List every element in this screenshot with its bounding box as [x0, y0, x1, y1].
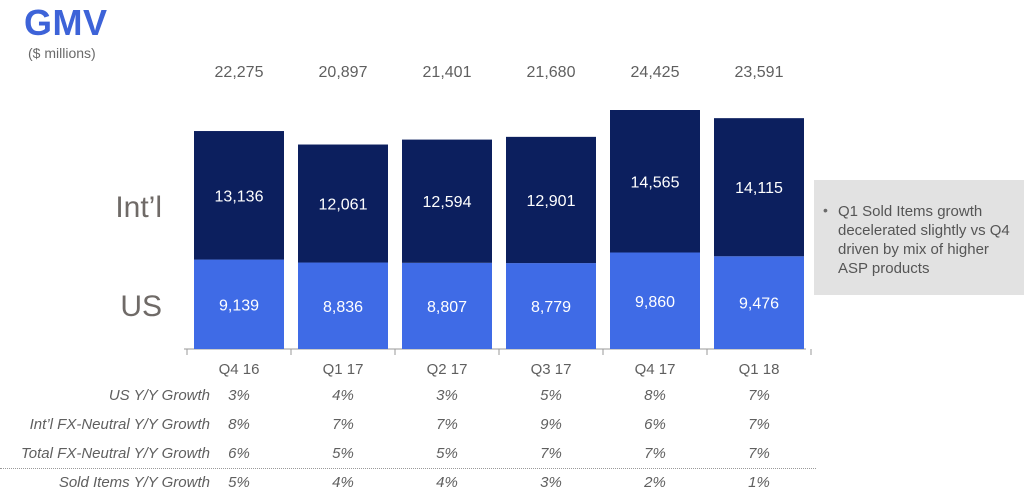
- growth-cell: 7%: [332, 416, 354, 433]
- growth-cell: 5%: [332, 445, 354, 462]
- bar-intl: [402, 139, 492, 263]
- growth-row-label: Sold Items Y/Y Growth: [58, 474, 210, 491]
- bar-intl-value-label: 12,061: [319, 197, 368, 214]
- bar-intl-value-label: 14,115: [735, 180, 783, 197]
- bar-us: [610, 252, 700, 349]
- growth-cell: 7%: [748, 416, 770, 433]
- growth-cell: 6%: [644, 416, 666, 433]
- bar-us: [506, 263, 596, 349]
- bar-intl: [610, 110, 700, 253]
- intl-segment-label: Int’l: [115, 191, 162, 224]
- x-tick-label: Q3 17: [531, 361, 572, 378]
- growth-cell: 7%: [748, 445, 770, 462]
- bar-total-label: 21,401: [423, 64, 472, 81]
- growth-cell: 6%: [228, 445, 250, 462]
- bar-us-value-label: 8,807: [427, 299, 467, 316]
- x-tick-label: Q2 17: [427, 361, 468, 378]
- growth-cell: 4%: [436, 474, 458, 491]
- growth-cell: 3%: [540, 474, 562, 491]
- growth-cell: 7%: [644, 445, 666, 462]
- growth-cell: 8%: [228, 416, 250, 433]
- growth-cell: 2%: [644, 474, 666, 491]
- bar-intl: [194, 131, 284, 260]
- bar-us: [402, 262, 492, 349]
- growth-cell: 7%: [540, 445, 562, 462]
- bar-total-label: 24,425: [631, 64, 680, 81]
- bar-total-label: 20,897: [319, 64, 368, 81]
- growth-cell: 8%: [644, 387, 666, 404]
- bar-intl: [298, 144, 388, 263]
- table-divider: [0, 468, 816, 469]
- callout-box: • Q1 Sold Items growth decelerated sligh…: [814, 180, 1024, 295]
- bar-us-value-label: 9,860: [635, 294, 675, 311]
- bar-total-label: 23,591: [735, 64, 784, 81]
- callout-text: Q1 Sold Items growth decelerated slightl…: [838, 203, 1010, 277]
- bar-intl-value-label: 12,901: [527, 193, 576, 210]
- bar-us-value-label: 9,476: [739, 296, 779, 313]
- growth-cell: 7%: [436, 416, 458, 433]
- bar-intl: [714, 118, 804, 257]
- bar-intl-value-label: 13,136: [215, 188, 264, 205]
- x-tick-label: Q4 16: [219, 361, 260, 378]
- growth-cell: 5%: [436, 445, 458, 462]
- growth-row-label: Int’l FX-Neutral Y/Y Growth: [29, 416, 210, 433]
- growth-cell: 3%: [436, 387, 458, 404]
- growth-cell: 9%: [540, 416, 562, 433]
- growth-cell: 4%: [332, 387, 354, 404]
- bar-us: [714, 256, 804, 349]
- bar-intl-value-label: 12,594: [423, 194, 472, 211]
- x-tick-label: Q1 18: [739, 361, 780, 378]
- chart-subtitle: ($ millions): [28, 45, 96, 61]
- growth-cell: 7%: [748, 387, 770, 404]
- bar-us: [298, 262, 388, 349]
- bar-intl-value-label: 14,565: [631, 174, 680, 191]
- growth-cell: 5%: [228, 474, 250, 491]
- bar-total-label: 21,680: [527, 64, 576, 81]
- callout-bullet: •: [823, 202, 828, 218]
- growth-cell: 5%: [540, 387, 562, 404]
- chart-title: GMV: [24, 2, 108, 43]
- growth-cell: 4%: [332, 474, 354, 491]
- growth-cell: 3%: [228, 387, 250, 404]
- bar-us-value-label: 8,836: [323, 299, 363, 316]
- growth-row-label: Total FX-Neutral Y/Y Growth: [21, 445, 210, 462]
- bar-us-value-label: 9,139: [219, 297, 259, 314]
- growth-row-label: US Y/Y Growth: [108, 387, 210, 404]
- bar-us-value-label: 8,779: [531, 299, 571, 316]
- x-tick-label: Q1 17: [323, 361, 364, 378]
- bar-intl: [506, 136, 596, 264]
- us-segment-label: US: [120, 290, 162, 323]
- growth-cell: 1%: [748, 474, 770, 491]
- bar-total-label: 22,275: [215, 64, 264, 81]
- bar-us: [194, 259, 284, 349]
- x-tick-label: Q4 17: [635, 361, 676, 378]
